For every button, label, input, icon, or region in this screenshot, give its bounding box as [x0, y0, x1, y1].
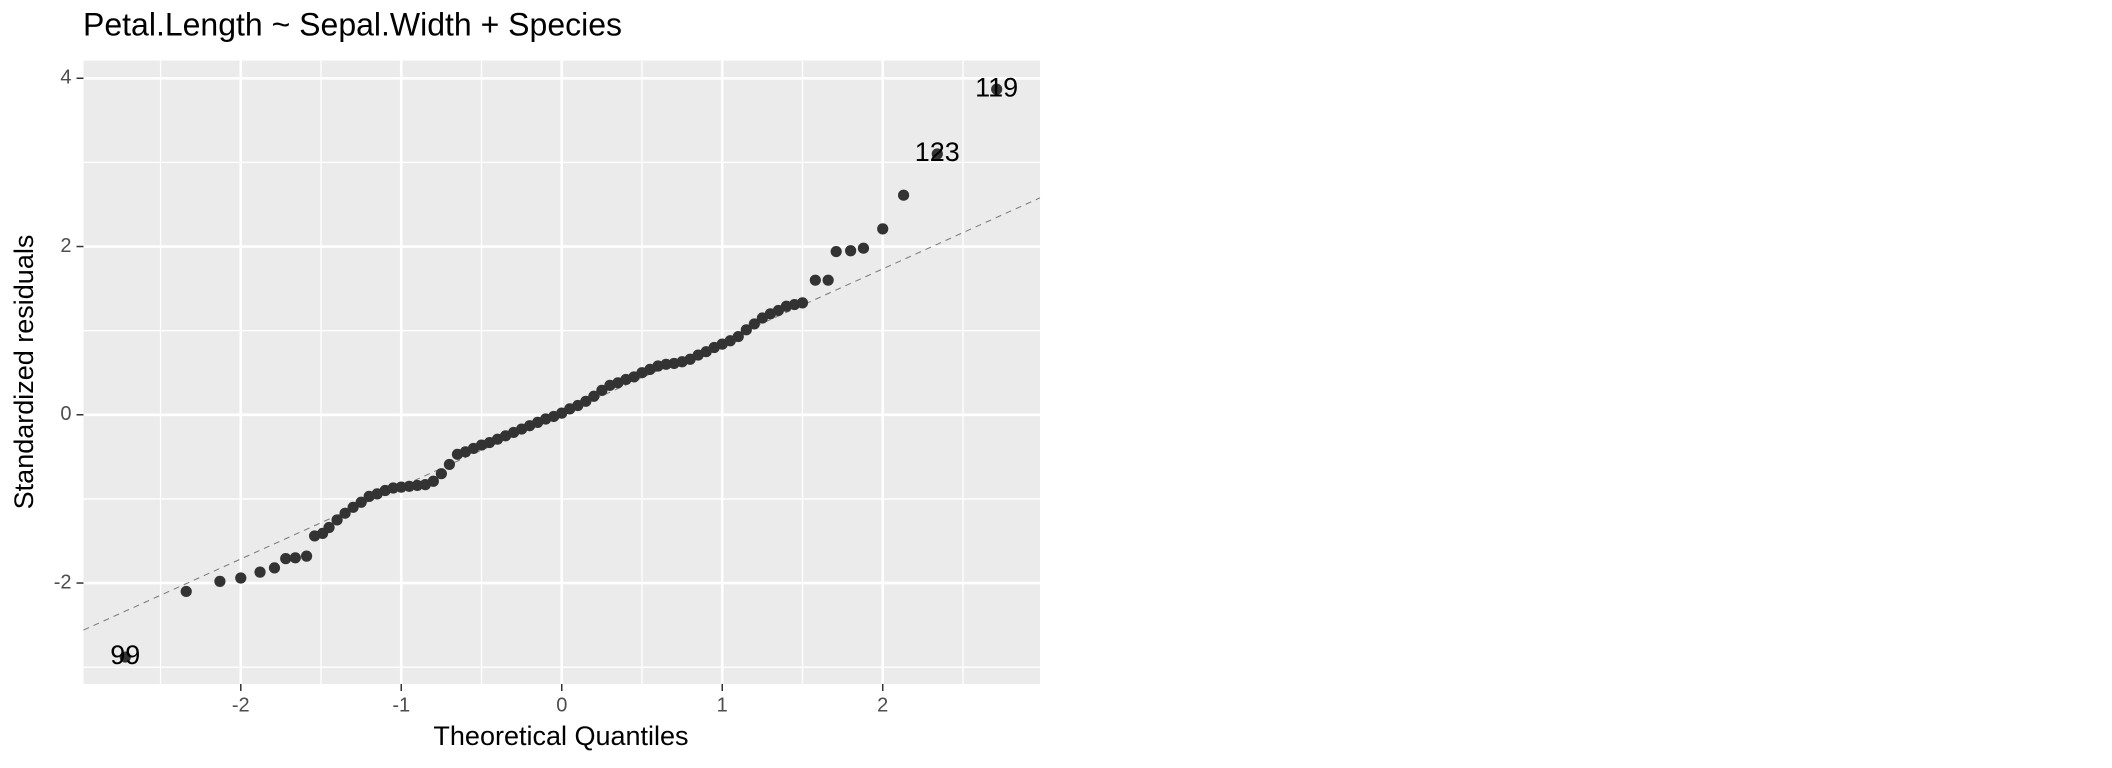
- point: [323, 521, 335, 534]
- point: [119, 651, 131, 663]
- point: [435, 468, 447, 480]
- point: [347, 501, 359, 513]
- point: [857, 242, 870, 254]
- point: [180, 585, 192, 598]
- y-axis-title: Standardized residuals: [9, 235, 39, 510]
- point: [289, 552, 301, 564]
- point: [897, 189, 910, 201]
- point: [822, 274, 834, 286]
- point-label: 119: [975, 72, 1018, 102]
- x-axis-title: Theoretical Quantiles: [433, 721, 688, 751]
- point: [830, 245, 842, 258]
- point: [596, 384, 608, 396]
- point: [254, 566, 266, 578]
- point: [268, 562, 281, 574]
- point: [280, 553, 292, 565]
- point: [355, 496, 367, 508]
- point: [732, 330, 744, 343]
- point: [877, 223, 889, 235]
- y-tick-label: 4: [60, 67, 71, 89]
- point: [845, 245, 857, 257]
- x-tick-label: -2: [232, 694, 250, 716]
- x-tick-label: 1: [717, 694, 728, 716]
- point-label: 99: [110, 640, 140, 670]
- chart-title: Petal.Length ~ Sepal.Width + Species: [83, 6, 622, 42]
- x-tick-label: -1: [392, 694, 410, 716]
- x-tick-label: 2: [877, 694, 888, 716]
- point: [796, 297, 809, 309]
- y-tick-label: -2: [54, 571, 72, 593]
- point: [331, 514, 343, 526]
- point: [740, 324, 752, 336]
- point: [748, 318, 760, 330]
- point: [339, 507, 351, 519]
- point: [588, 390, 600, 402]
- point: [580, 395, 592, 407]
- point: [214, 575, 226, 587]
- x-tick-label: 0: [556, 694, 567, 716]
- point-label: 123: [915, 137, 960, 167]
- y-tick-label: 0: [60, 403, 71, 425]
- point: [809, 274, 821, 286]
- point: [235, 572, 247, 584]
- point: [443, 458, 456, 471]
- point: [300, 550, 313, 562]
- point: [931, 148, 943, 160]
- reference-line: [83, 197, 1041, 631]
- y-tick-label: 2: [60, 235, 71, 257]
- point: [427, 475, 439, 487]
- point: [991, 83, 1003, 95]
